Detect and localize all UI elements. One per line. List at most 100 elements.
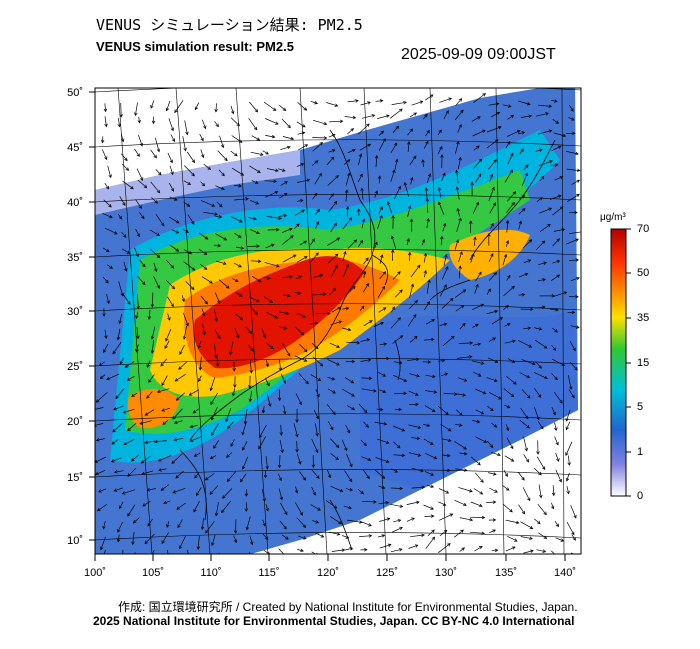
wind-arrow [215, 233, 227, 241]
wind-arrow-head [582, 556, 585, 559]
wind-arrow [146, 360, 151, 368]
wind-arrow [294, 223, 300, 229]
wind-arrow [328, 531, 340, 535]
wind-arrow [148, 374, 155, 383]
wind-arrow-head [283, 213, 288, 218]
wind-arrow [127, 468, 136, 477]
wind-arrow-head [311, 238, 316, 242]
wind-arrow [262, 276, 271, 279]
wind-arrow [523, 259, 531, 264]
wind-arrow-head [169, 159, 173, 164]
wind-arrow [182, 312, 189, 327]
wind-arrow-head [286, 145, 291, 150]
wind-arrow [101, 149, 108, 160]
wind-arrow [160, 358, 167, 367]
wind-arrow-head [525, 164, 529, 168]
wind-arrow-head [303, 358, 308, 362]
wind-arrow [151, 339, 154, 354]
wind-arrow-head [356, 208, 361, 212]
wind-arrow-head [442, 222, 447, 227]
wind-arrow-head [478, 503, 483, 508]
wind-arrow-head [289, 275, 294, 279]
wind-arrow-head [386, 356, 390, 361]
wind-arrow-head [490, 407, 494, 412]
wind-arrow [408, 544, 418, 549]
wind-arrow-head [131, 393, 135, 397]
wind-arrow-head [175, 397, 180, 401]
wind-arrow [475, 173, 482, 183]
wind-arrow [488, 337, 496, 342]
wind-arrow-head [398, 407, 402, 412]
wind-arrow [554, 436, 559, 446]
wind-arrow-head [320, 534, 325, 538]
wind-arrow-head [427, 173, 432, 177]
wind-arrow-head [420, 468, 424, 473]
wind-arrow [230, 105, 234, 114]
wind-arrow [426, 218, 429, 229]
wind-arrow [327, 253, 339, 264]
wind-arrow-head [154, 439, 158, 444]
wind-arrow-head [147, 316, 151, 320]
wind-arrow [135, 102, 138, 116]
wind-arrow-head [191, 286, 195, 291]
wind-arrow-head [160, 487, 165, 491]
lat-label: 40˚ [67, 197, 83, 209]
wind-arrow-head [515, 520, 520, 525]
wind-arrow-head [298, 461, 302, 465]
wind-arrow [568, 389, 575, 398]
wind-arrow-head [521, 195, 526, 199]
wind-arrow [378, 502, 389, 505]
wind-arrow [342, 327, 351, 331]
wind-arrow [183, 201, 190, 207]
wind-arrow-head [443, 529, 448, 534]
wind-arrow-head [186, 203, 191, 207]
wind-arrow [184, 165, 195, 177]
wind-arrow [375, 100, 383, 102]
wind-arrow [358, 153, 362, 166]
wind-arrow-head [468, 220, 473, 224]
wind-arrow-head [489, 444, 494, 448]
wind-arrow [280, 181, 288, 186]
wind-arrow [279, 440, 283, 453]
wind-arrow [330, 516, 342, 525]
wind-arrow-head [480, 411, 485, 415]
wind-arrow [504, 404, 511, 409]
wind-arrow [537, 130, 552, 135]
wind-arrow [552, 206, 564, 216]
wind-arrow [507, 535, 518, 542]
wind-arrow-head [495, 102, 500, 106]
wind-arrow [567, 374, 572, 390]
wind-arrow-head [490, 253, 494, 257]
wind-arrow-head [104, 335, 108, 340]
wind-arrow-head [249, 370, 253, 374]
wind-arrow-head [191, 172, 195, 177]
wind-arrow [150, 100, 155, 109]
wind-arrow-head [381, 475, 386, 479]
wind-arrow [205, 473, 215, 481]
wind-arrow-head [336, 362, 340, 366]
wind-arrow [345, 173, 350, 186]
wind-arrow-head [126, 377, 131, 381]
wind-arrow [361, 377, 372, 379]
wind-arrow-head [539, 148, 543, 152]
wind-arrow-head [505, 240, 510, 244]
wind-arrow [552, 291, 567, 298]
wind-arrow [135, 228, 140, 237]
wind-arrow-head [364, 548, 368, 552]
wind-arrow-head [175, 474, 179, 479]
wind-arrow-head [576, 193, 580, 198]
wind-arrow [251, 180, 259, 184]
wind-arrow-head [571, 117, 575, 121]
wind-arrow-head [415, 402, 419, 407]
wind-arrow [550, 164, 558, 166]
wind-arrow-head [297, 291, 302, 295]
wind-arrow-head [526, 102, 531, 106]
wind-arrow [144, 533, 155, 544]
wind-arrow-head [167, 317, 171, 321]
wind-arrow-head [255, 201, 260, 205]
wind-arrow [458, 342, 473, 344]
wind-arrow [135, 311, 139, 319]
wind-arrow [249, 228, 260, 234]
wind-arrow-head [349, 547, 354, 551]
wind-arrow-head [391, 306, 395, 310]
